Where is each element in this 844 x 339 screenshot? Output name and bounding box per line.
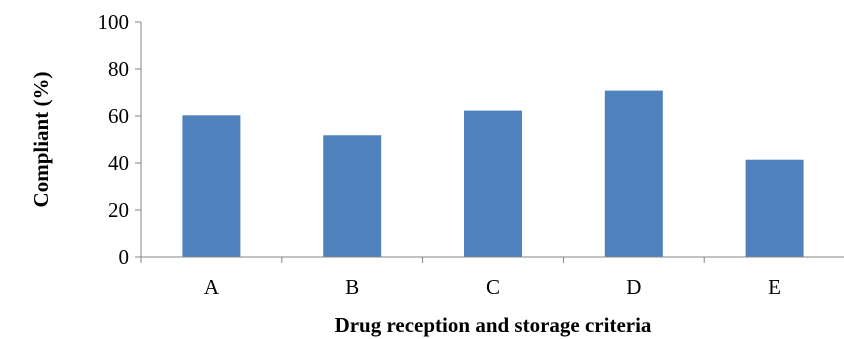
bar-a xyxy=(182,115,241,257)
x-axis-title: Drug reception and storage criteria xyxy=(335,313,652,337)
bar-d xyxy=(604,90,663,258)
y-tick-label: 80 xyxy=(108,57,129,81)
x-tick-label-c: C xyxy=(486,275,500,299)
bar-b xyxy=(323,135,382,257)
bar-e xyxy=(745,159,804,257)
y-tick-label: 100 xyxy=(98,10,130,34)
y-tick-label: 60 xyxy=(108,104,129,128)
x-tick-label-d: D xyxy=(626,275,641,299)
bars xyxy=(182,90,804,258)
x-tick-label-a: A xyxy=(204,275,220,299)
y-axis-title: Compliant (%) xyxy=(29,72,53,208)
x-tick-label-b: B xyxy=(345,275,359,299)
x-axis-ticks: A B C D E xyxy=(140,257,781,299)
y-axis-ticks: 0 20 40 60 80 100 xyxy=(98,10,141,269)
x-tick-label-e: E xyxy=(768,275,781,299)
y-tick-label: 0 xyxy=(119,245,130,269)
y-tick-label: 40 xyxy=(108,151,129,175)
bar-c xyxy=(464,110,522,257)
y-tick-label: 20 xyxy=(108,198,129,222)
